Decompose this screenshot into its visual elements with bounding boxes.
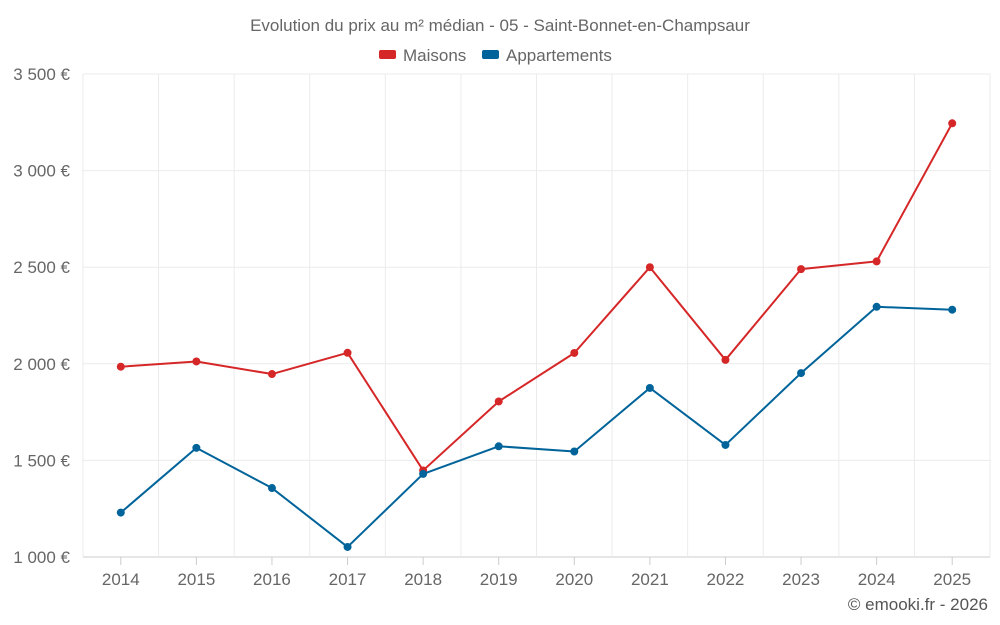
y-axis-ticks: 1 000 € 1 500 € 2 000 € 2 500 € 3 000 € 3 500… bbox=[13, 65, 70, 567]
legend-label-maisons: Maisons bbox=[403, 46, 466, 65]
x-tick-label: 2016 bbox=[253, 570, 291, 589]
legend-swatch-maisons bbox=[379, 50, 396, 59]
data-point-appartements[interactable] bbox=[645, 383, 654, 392]
y-tick-label: 2 500 € bbox=[13, 258, 70, 277]
data-point-appartements[interactable] bbox=[948, 305, 957, 314]
x-tick-label: 2017 bbox=[329, 570, 367, 589]
data-point-appartements[interactable] bbox=[721, 440, 730, 449]
data-point-maisons[interactable] bbox=[797, 265, 806, 274]
x-tick-label: 2024 bbox=[858, 570, 896, 589]
data-point-appartements[interactable] bbox=[419, 469, 428, 478]
x-tick-label: 2022 bbox=[707, 570, 745, 589]
x-tick-label: 2019 bbox=[480, 570, 518, 589]
legend-swatch-appartements bbox=[482, 50, 499, 59]
grid bbox=[82, 73, 991, 558]
legend-item-maisons[interactable]: Maisons bbox=[379, 46, 466, 65]
data-point-maisons[interactable] bbox=[872, 257, 881, 266]
x-tick-label: 2015 bbox=[177, 570, 215, 589]
series-line-maisons bbox=[120, 122, 954, 472]
chart-title: Evolution du prix au m² médian - 05 - Sa… bbox=[250, 16, 750, 35]
legend: Maisons Appartements bbox=[379, 46, 612, 65]
x-tick-label: 2014 bbox=[102, 570, 140, 589]
x-tick-label: 2025 bbox=[933, 570, 971, 589]
series bbox=[116, 119, 957, 551]
data-point-appartements[interactable] bbox=[872, 302, 881, 311]
credit-text: © emooki.fr - 2026 bbox=[848, 595, 988, 614]
data-point-appartements[interactable] bbox=[267, 484, 276, 493]
data-point-appartements[interactable] bbox=[192, 443, 201, 452]
y-tick-label: 1 500 € bbox=[13, 451, 70, 470]
data-point-maisons[interactable] bbox=[116, 362, 125, 371]
x-tick-label: 2018 bbox=[404, 570, 442, 589]
legend-item-appartements[interactable]: Appartements bbox=[482, 46, 612, 65]
y-tick-label: 2 000 € bbox=[13, 355, 70, 374]
data-point-appartements[interactable] bbox=[570, 447, 579, 456]
data-point-appartements[interactable] bbox=[494, 442, 503, 451]
series-line-appartements bbox=[120, 305, 953, 548]
y-tick-label: 1 000 € bbox=[13, 548, 70, 567]
data-point-maisons[interactable] bbox=[645, 263, 654, 272]
data-point-maisons[interactable] bbox=[343, 348, 352, 357]
x-tick-label: 2021 bbox=[631, 570, 669, 589]
y-tick-label: 3 000 € bbox=[13, 162, 70, 181]
data-point-appartements[interactable] bbox=[343, 542, 352, 551]
data-point-maisons[interactable] bbox=[721, 355, 730, 364]
x-axis-ticks: 2014 2015 2016 2017 2018 2019 2020 2021 2022 2023… bbox=[102, 557, 971, 589]
data-point-maisons[interactable] bbox=[192, 357, 201, 366]
data-point-appartements[interactable] bbox=[797, 369, 806, 378]
data-point-maisons[interactable] bbox=[494, 397, 503, 406]
data-point-maisons[interactable] bbox=[267, 370, 276, 379]
y-tick-label: 3 500 € bbox=[13, 65, 70, 84]
data-point-maisons[interactable] bbox=[948, 119, 957, 128]
data-point-appartements[interactable] bbox=[116, 508, 125, 517]
x-tick-label: 2023 bbox=[782, 570, 820, 589]
data-point-maisons[interactable] bbox=[570, 348, 579, 357]
x-tick-label: 2020 bbox=[555, 570, 593, 589]
legend-label-appartements: Appartements bbox=[506, 46, 612, 65]
